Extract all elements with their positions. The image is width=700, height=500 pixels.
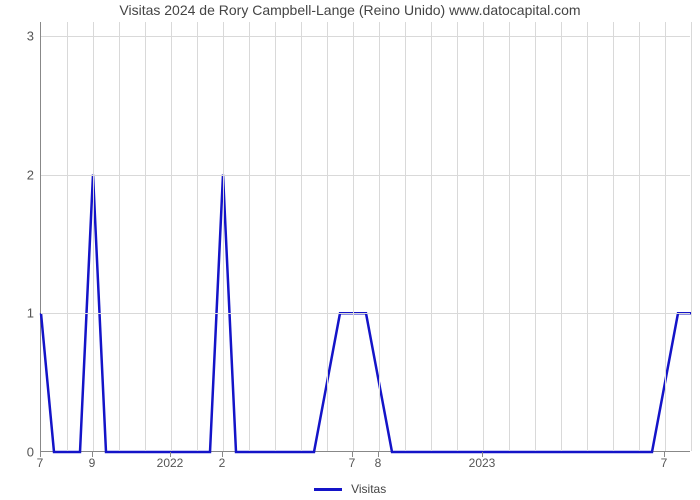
hgrid-line (41, 313, 690, 314)
x-tick-label: 7 (37, 456, 44, 470)
vgrid-line (587, 22, 588, 451)
vgrid-line (483, 22, 484, 451)
vgrid-line (353, 22, 354, 451)
vgrid-line (535, 22, 536, 451)
x-tick-label: 7 (349, 456, 356, 470)
vgrid-line (223, 22, 224, 451)
vgrid-line (197, 22, 198, 451)
y-tick-label: 1 (4, 306, 34, 321)
vgrid-line (67, 22, 68, 451)
vgrid-line (561, 22, 562, 451)
legend-label: Visitas (351, 482, 386, 496)
x-tick-label: 2023 (469, 456, 496, 470)
x-tick-label: 7 (661, 456, 668, 470)
plot-area (40, 22, 690, 452)
y-tick-label: 3 (4, 28, 34, 43)
vgrid-line (301, 22, 302, 451)
vgrid-line (509, 22, 510, 451)
x-tick-label: 2022 (157, 456, 184, 470)
vgrid-line (145, 22, 146, 451)
vgrid-line (639, 22, 640, 451)
vgrid-line (405, 22, 406, 451)
legend: Visitas (0, 482, 700, 496)
vgrid-line (379, 22, 380, 451)
vgrid-line (249, 22, 250, 451)
vgrid-line (691, 22, 692, 451)
vgrid-line (327, 22, 328, 451)
vgrid-line (275, 22, 276, 451)
vgrid-line (93, 22, 94, 451)
y-tick-label: 2 (4, 167, 34, 182)
vgrid-line (431, 22, 432, 451)
vgrid-line (119, 22, 120, 451)
legend-swatch (314, 488, 342, 491)
y-tick-label: 0 (4, 445, 34, 460)
vgrid-line (665, 22, 666, 451)
chart-title: Visitas 2024 de Rory Campbell-Lange (Rei… (0, 2, 700, 18)
x-tick-label: 9 (89, 456, 96, 470)
hgrid-line (41, 175, 690, 176)
series-line (41, 22, 691, 452)
x-tick-label: 8 (375, 456, 382, 470)
x-tick-label: 2 (219, 456, 226, 470)
vgrid-line (171, 22, 172, 451)
vgrid-line (613, 22, 614, 451)
hgrid-line (41, 36, 690, 37)
vgrid-line (457, 22, 458, 451)
